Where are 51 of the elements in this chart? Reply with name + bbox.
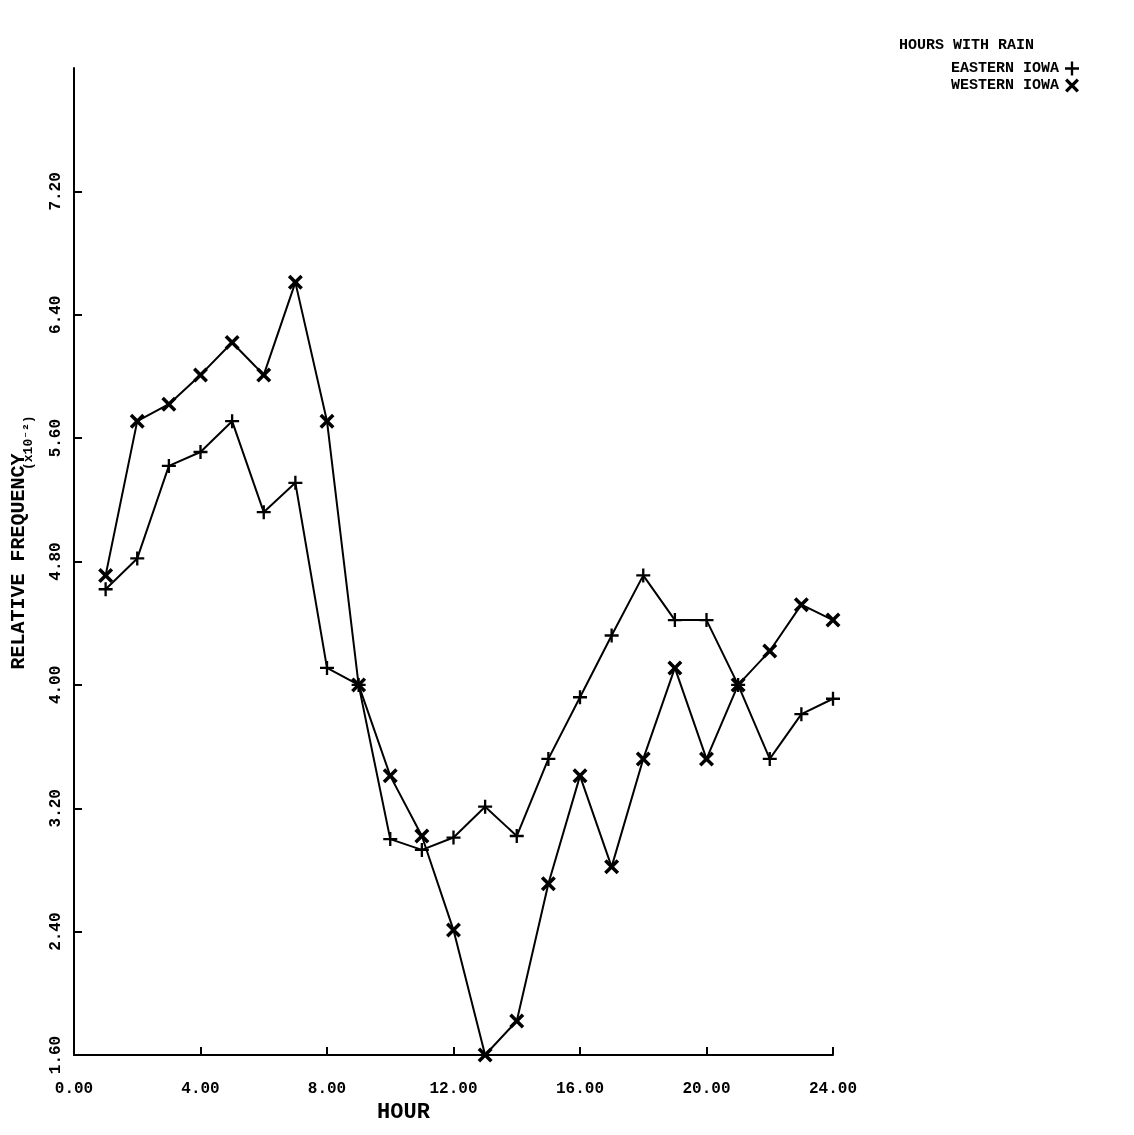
x-tick-label: 0.00 — [54, 1080, 94, 1098]
point — [193, 367, 208, 383]
point — [541, 751, 556, 766]
point — [635, 751, 651, 767]
point — [762, 643, 778, 659]
point — [604, 628, 619, 643]
point — [130, 551, 145, 566]
y-tick-label: 6.40 — [47, 295, 65, 334]
y-tick-label: 5.60 — [47, 418, 65, 458]
point — [287, 274, 303, 290]
point — [129, 413, 145, 429]
legend-title: HOURS WITH RAIN — [898, 37, 1035, 54]
point — [540, 876, 556, 892]
x-tick-label: 24.00 — [808, 1080, 858, 1098]
point — [319, 413, 335, 429]
x-axis-title: HOUR — [377, 1100, 431, 1126]
point — [98, 567, 114, 583]
x-tick-label: 8.00 — [307, 1080, 347, 1098]
point — [288, 475, 303, 490]
point — [699, 751, 714, 767]
x-tick-label: 4.00 — [181, 1080, 220, 1098]
point — [161, 396, 177, 412]
x-tick-label: 16.00 — [555, 1080, 605, 1098]
point — [794, 707, 809, 722]
point — [509, 1013, 525, 1029]
point — [414, 828, 430, 844]
x-tick-label: 20.00 — [682, 1080, 731, 1098]
y-tick-label: 4.00 — [47, 665, 65, 705]
y-tick-label: 3.20 — [47, 789, 65, 828]
legend-label: WESTERN IOWA — [950, 77, 1059, 94]
point — [572, 768, 588, 784]
point — [224, 335, 240, 351]
point — [793, 597, 809, 613]
y-tick-label: 7.20 — [47, 172, 65, 211]
point — [446, 922, 461, 938]
point — [256, 367, 272, 383]
point — [98, 582, 113, 597]
point — [193, 445, 208, 459]
point — [604, 859, 620, 875]
point — [382, 768, 398, 784]
x-tick-label: 12.00 — [429, 1080, 478, 1098]
point — [477, 1047, 493, 1063]
y-tick-label: 1.60 — [47, 1035, 65, 1075]
point — [446, 830, 461, 845]
y-tick-label: 2.40 — [47, 912, 65, 951]
point — [699, 613, 714, 628]
y-tick-label: 4.80 — [47, 542, 65, 581]
point — [667, 660, 683, 676]
point — [636, 568, 651, 583]
legend-label: EASTERN IOWA — [950, 60, 1059, 77]
point — [825, 612, 841, 628]
